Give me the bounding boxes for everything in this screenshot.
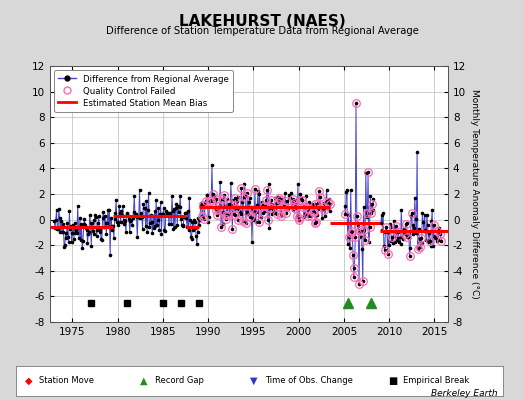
Text: Record Gap: Record Gap — [155, 376, 203, 385]
Text: Berkeley Earth: Berkeley Earth — [431, 389, 498, 398]
Text: Time of Obs. Change: Time of Obs. Change — [265, 376, 353, 385]
Text: ▼: ▼ — [250, 376, 258, 386]
Text: ■: ■ — [388, 376, 398, 386]
Text: Station Move: Station Move — [39, 376, 94, 385]
Text: ◆: ◆ — [25, 376, 32, 386]
Text: ▲: ▲ — [140, 376, 148, 386]
Text: Difference of Station Temperature Data from Regional Average: Difference of Station Temperature Data f… — [105, 26, 419, 36]
Legend: Difference from Regional Average, Quality Control Failed, Estimated Station Mean: Difference from Regional Average, Qualit… — [54, 70, 233, 112]
Y-axis label: Monthly Temperature Anomaly Difference (°C): Monthly Temperature Anomaly Difference (… — [471, 89, 479, 299]
Text: LAKEHURST (NAES): LAKEHURST (NAES) — [179, 14, 345, 29]
Text: Empirical Break: Empirical Break — [403, 376, 470, 385]
